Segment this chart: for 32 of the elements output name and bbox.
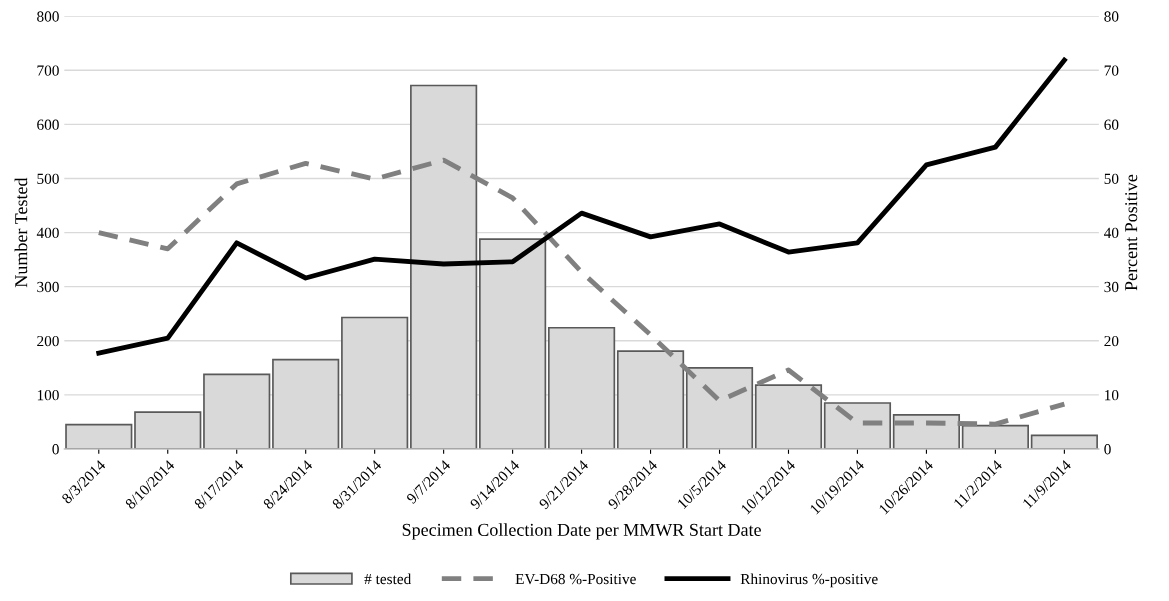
y2-tick-label: 0	[1104, 444, 1111, 455]
y-axis-title: Number Tested	[14, 177, 28, 288]
y-tick-label: 200	[37, 335, 59, 347]
y2-tick-label: 40	[1104, 227, 1119, 239]
bar	[65, 423, 133, 449]
y2-tick-label: 20	[1104, 335, 1119, 347]
line-series	[96, 57, 1067, 356]
y2-tick-label: 60	[1104, 119, 1119, 130]
y-tick-label: 300	[37, 281, 59, 293]
y2-axis-title: Percent Positive	[1125, 174, 1138, 291]
y2-tick-label: 80	[1104, 11, 1119, 22]
bar	[134, 411, 202, 449]
y-tick-label: 600	[37, 119, 59, 130]
y-tick-label: 400	[36, 227, 59, 239]
bar	[823, 402, 892, 449]
y-tick-label: 800	[37, 11, 59, 22]
x-axis-title: Specimen Collection Date per MMWR Start Date	[402, 523, 761, 540]
line-series	[96, 157, 1067, 427]
bar	[1030, 434, 1098, 449]
legend-label: EV-D68 %-Positive	[515, 573, 636, 585]
y-tick-label: 0	[52, 444, 59, 455]
y2-tick-label: 70	[1104, 65, 1119, 76]
y2-tick-label: 50	[1104, 173, 1119, 184]
legend-label: # tested	[364, 573, 412, 585]
y2-tick-label: 10	[1105, 390, 1119, 401]
y-tick-label: 500	[37, 173, 59, 184]
bar	[892, 414, 961, 449]
bar	[961, 424, 1029, 449]
y-tick-label: 100	[37, 390, 59, 401]
legend-label: Rhinovirus %-positive	[740, 573, 878, 588]
y-tick-label: 700	[37, 65, 59, 76]
y2-tick-label: 30	[1104, 281, 1119, 293]
